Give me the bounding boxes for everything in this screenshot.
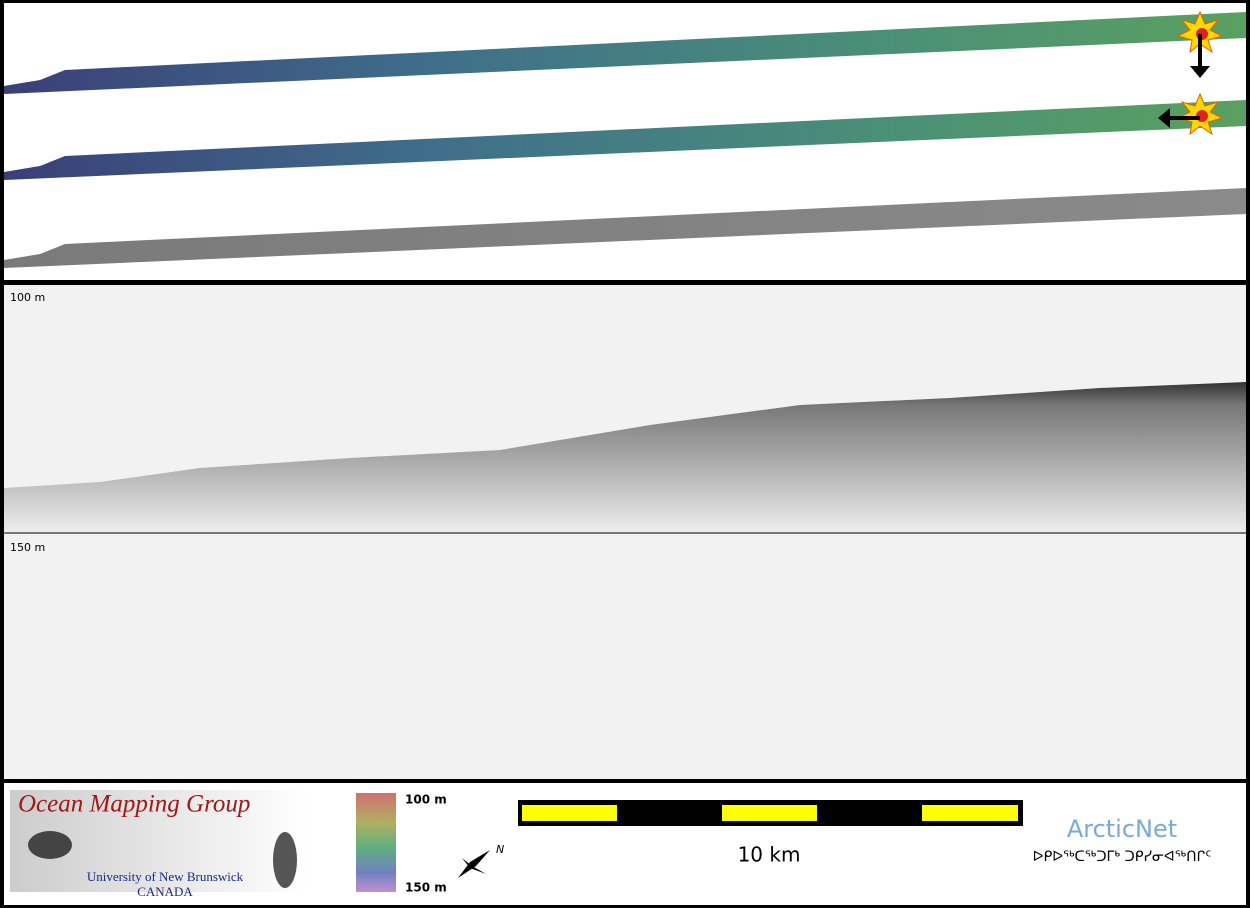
logo-university: University of New Brunswick xyxy=(87,869,244,884)
partner-logo: ArcticNet xyxy=(1067,815,1177,843)
scale-label: 10 km xyxy=(738,843,801,867)
sidescan-strip xyxy=(4,188,1246,268)
logo-title: Ocean Mapping Group xyxy=(18,791,250,818)
start-marker xyxy=(1176,10,1224,78)
logo-graphic xyxy=(273,832,297,888)
scale-bar xyxy=(518,800,1023,826)
colorbar-label: 150 m xyxy=(405,881,447,895)
colorbar xyxy=(356,793,396,892)
depth-label: 100 m xyxy=(10,291,45,304)
north-arrow: N xyxy=(458,843,504,878)
turn-marker xyxy=(1158,92,1224,136)
partner-syllabics: ᐅᑭᐅᖅᑕᖅᑐᒥᒃ ᑐᑭᓯᓂᐊᖅᑎᒋᑦ xyxy=(1033,849,1212,865)
logo-graphic xyxy=(28,831,72,859)
colorbar-label: 100 m xyxy=(405,793,447,807)
logo-country: CANADA xyxy=(137,884,193,899)
swath-strip xyxy=(4,12,1246,94)
depth-label: 150 m xyxy=(10,541,45,554)
seafloor-return xyxy=(4,382,1246,533)
north-label: N xyxy=(496,843,504,856)
swath-strip xyxy=(4,100,1246,180)
